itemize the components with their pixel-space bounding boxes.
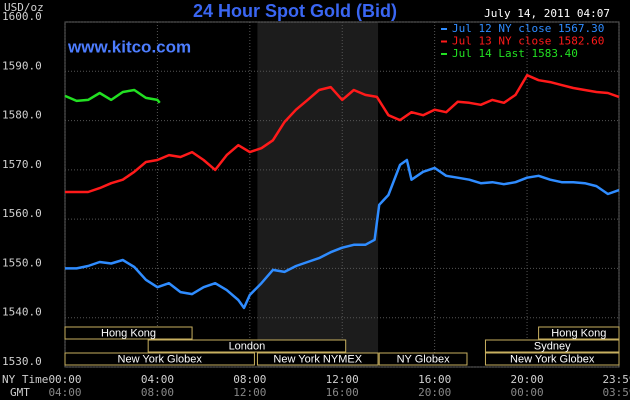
session-box: [64, 352, 255, 366]
x-tick-label: 20:00: [510, 373, 543, 386]
session-box: [378, 352, 468, 366]
session-label: Hong Kong: [101, 327, 156, 339]
session-label: London: [229, 340, 266, 352]
session-label: Hong Kong: [551, 327, 606, 339]
y-tick-label: 1530.0: [2, 355, 42, 368]
legend-label: Jul 13 NY close 1582.60: [452, 35, 604, 48]
series-line: [65, 73, 620, 194]
y-tick-label: 1600.0: [2, 10, 42, 23]
x-tick-label: 08:00: [233, 373, 266, 386]
legend-label: Jul 12 NY close 1567.30: [452, 22, 604, 35]
x-tick-label: 04:00: [141, 373, 174, 386]
gmt-tick-label: 12:00: [233, 386, 266, 399]
x-tick-label: 23:59: [602, 373, 630, 386]
legend-label: Jul 14 Last 1583.40: [452, 47, 578, 60]
y-tick-label: 1580.0: [2, 109, 42, 122]
session-box: [484, 352, 620, 366]
y-axis-label: USD/oz: [4, 1, 44, 14]
gmt-tick-label: 08:00: [141, 386, 174, 399]
x-tick-label: 12:00: [326, 373, 359, 386]
gmt-tick-label: 00:00: [510, 386, 543, 399]
session-label: New York NYMEX: [273, 353, 362, 365]
session-box: [256, 352, 379, 366]
gmt-tick-label: 03:59: [602, 386, 630, 399]
x-tick-label: 00:00: [48, 373, 81, 386]
series-line: [64, 88, 161, 104]
y-tick-label: 1550.0: [2, 256, 42, 269]
shaded-region: [257, 22, 379, 367]
session-label: Sydney: [534, 340, 571, 352]
y-tick-label: 1570.0: [2, 158, 42, 171]
x-tick-label: 16:00: [418, 373, 451, 386]
session-label: New York Globex: [118, 353, 203, 365]
session-label: New York Globex: [510, 353, 595, 365]
session-box: [64, 326, 193, 340]
y-tick-label: 1590.0: [2, 59, 42, 72]
x-axis-label: NY Time: [2, 373, 48, 386]
session-label: NY Globex: [397, 353, 450, 365]
timestamp: July 14, 2011 04:07: [484, 7, 610, 20]
gmt-tick-label: 04:00: [48, 386, 81, 399]
session-box: [484, 339, 620, 353]
session-box: [147, 339, 347, 353]
watermark: www.kitco.com: [67, 37, 191, 56]
gmt-tick-label: 20:00: [418, 386, 451, 399]
x2-axis-label: GMT: [10, 386, 30, 399]
y-tick-label: 1540.0: [2, 306, 42, 319]
gmt-tick-label: 16:00: [326, 386, 359, 399]
chart-title: 24 Hour Spot Gold (Bid): [193, 1, 397, 21]
session-box: [538, 326, 620, 340]
y-tick-label: 1560.0: [2, 207, 42, 220]
series-line: [65, 158, 620, 310]
